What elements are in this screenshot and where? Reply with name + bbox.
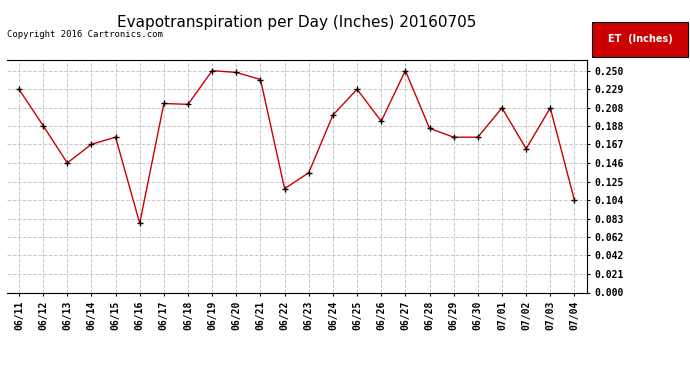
Text: Evapotranspiration per Day (Inches) 20160705: Evapotranspiration per Day (Inches) 2016… (117, 15, 476, 30)
Text: ET  (Inches): ET (Inches) (608, 34, 673, 44)
Text: Copyright 2016 Cartronics.com: Copyright 2016 Cartronics.com (7, 30, 163, 39)
